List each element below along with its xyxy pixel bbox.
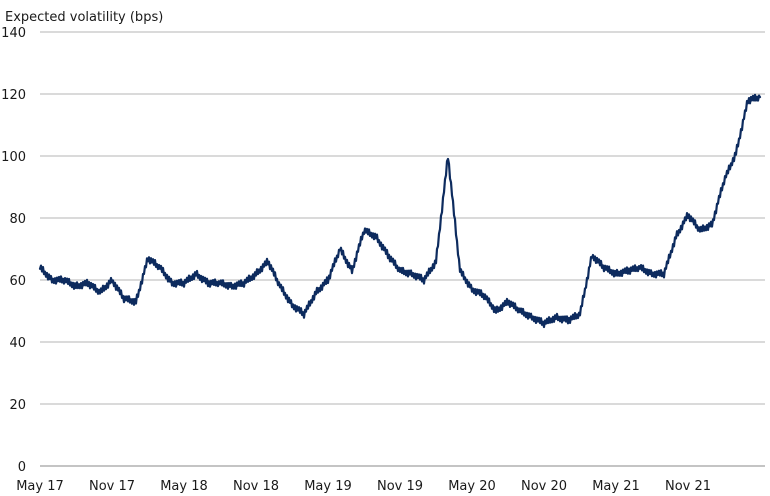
- y-tick-label: 140: [1, 26, 26, 41]
- x-tick-label: May 19: [304, 479, 352, 494]
- y-tick-label: 20: [9, 398, 26, 413]
- y-tick-label: 60: [9, 274, 26, 289]
- y-tick-label: 40: [9, 336, 26, 351]
- x-tick-label: Nov 19: [377, 479, 423, 494]
- x-tick-label: May 20: [448, 479, 496, 494]
- x-tick-label: May 18: [160, 479, 208, 494]
- x-tick-label: Nov 18: [233, 479, 279, 494]
- y-tick-label: 80: [9, 212, 26, 227]
- y-tick-label: 100: [1, 150, 26, 165]
- y-axis-label: Expected volatility (bps): [5, 10, 163, 25]
- x-tick-label: Nov 17: [89, 479, 135, 494]
- volatility-series-line: [38, 93, 762, 329]
- gridlines: [40, 31, 765, 467]
- x-tick-label: May 17: [16, 479, 64, 494]
- y-tick-label: 0: [18, 460, 26, 475]
- y-tick-label: 120: [1, 88, 26, 103]
- x-tick-label: Nov 20: [521, 479, 567, 494]
- y-tick-labels: 0 20 40 60 80 100 120 140: [1, 26, 26, 475]
- x-tick-label: Nov 21: [665, 479, 711, 494]
- x-tick-labels: May 17 Nov 17 May 18 Nov 18 May 19 Nov 19 May …: [16, 479, 711, 494]
- x-tick-label: May 21: [592, 479, 640, 494]
